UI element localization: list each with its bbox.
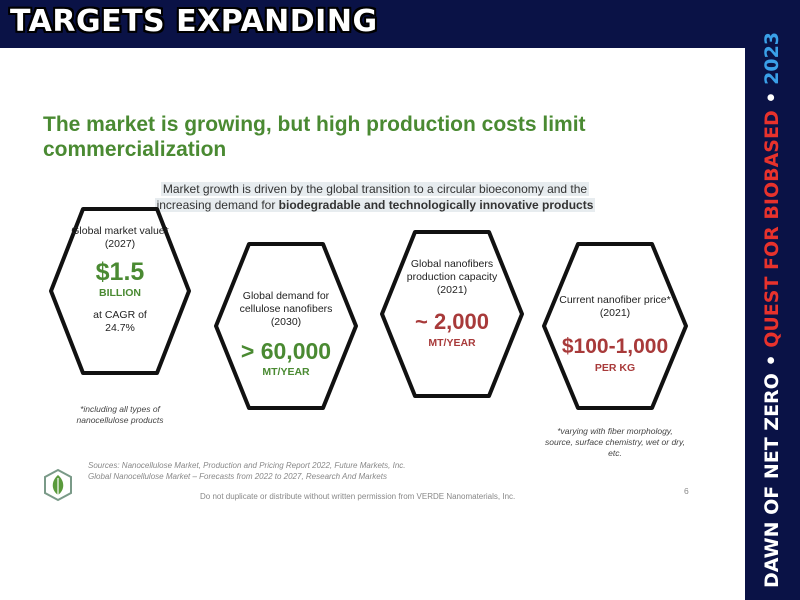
hex1-extra-2: 24.7%: [105, 322, 135, 334]
hex2-value: > 60,000: [240, 338, 332, 364]
hex4-label-2: (2021): [599, 307, 631, 319]
hex2-label-3: (2030): [270, 316, 302, 328]
hex1-value: $1.5: [95, 258, 145, 286]
subhead-line-2-bold: biodegradable and technologically innova…: [278, 198, 594, 212]
page-number: 6: [684, 486, 689, 496]
hex3-label-1: Global nanofibers: [410, 258, 494, 270]
sources: Sources: Nanocellulose Market, Productio…: [88, 460, 488, 482]
hexagon-production-capacity: Global nanofibers production capacity (2…: [378, 228, 526, 400]
side-banner: [745, 48, 800, 600]
slide-subheading: Market growth is driven by the global tr…: [145, 181, 605, 213]
note-right-line-2: source, surface chemistry, wet or dry,: [545, 437, 685, 447]
hex3-unit: MT/YEAR: [428, 337, 476, 349]
hexagon-nanofiber-price: Current nanofiber price* (2021) $100-1,0…: [540, 240, 690, 412]
subhead-line-2: increasing demand for: [156, 198, 279, 212]
headline-line-2: commercialization: [43, 138, 227, 161]
note-right-line-1: *varying with fiber morphology,: [557, 426, 673, 436]
headline-line-1: The market is growing, but high producti…: [43, 113, 586, 136]
hex4-label-1: Current nanofiber price*: [559, 294, 671, 306]
note-left: *including all types of nanocellulose pr…: [60, 404, 180, 426]
sources-line-1: Sources: Nanocellulose Market, Productio…: [88, 461, 406, 470]
side-banner-text: DAWN OF NET ZERO • QUEST FOR BIOBASED • …: [752, 32, 792, 588]
hex3-label-2: production capacity: [406, 271, 498, 283]
subhead-line-1: Market growth is driven by the global tr…: [160, 182, 590, 196]
note-right: *varying with fiber morphology, source, …: [540, 426, 690, 459]
side-text-biobased: QUEST FOR BIOBASED: [761, 110, 783, 348]
hex1-label-2: (2027): [104, 238, 136, 250]
side-text-net-zero: DAWN OF NET ZERO: [761, 373, 783, 588]
sources-line-2: Global Nanocellulose Market – Forecasts …: [88, 472, 387, 481]
slide: The market is growing, but high producti…: [0, 48, 745, 600]
hex2-label-1: Global demand for: [242, 290, 330, 302]
hexagon-shape: [49, 207, 191, 375]
verde-logo: [42, 468, 74, 507]
hex4-unit: PER KG: [594, 362, 636, 374]
note-left-line-1: *including all types of: [80, 404, 160, 414]
slide-headline: The market is growing, but high producti…: [43, 112, 683, 162]
hex3-value: ~ 2,000: [414, 309, 489, 334]
note-left-line-2: nanocellulose products: [76, 415, 164, 425]
leaf-hexagon-icon: [44, 468, 72, 502]
hex1-unit: BILLION: [99, 287, 141, 299]
hex2-label-2: cellulose nanofibers: [239, 303, 333, 315]
side-text-separator-2: •: [761, 84, 783, 111]
hex3-label-3: (2021): [436, 284, 468, 296]
banner-title: TARGETS EXPANDING: [10, 4, 378, 39]
hexagon-shape: [380, 230, 524, 398]
hexagon-market-value: Global market value* (2027) $1.5 BILLION…: [47, 205, 193, 377]
hex2-unit: MT/YEAR: [262, 366, 310, 378]
hexagon-global-demand: Global demand for cellulose nanofibers (…: [212, 240, 360, 412]
hexagon-shape: [542, 242, 688, 410]
hex1-extra-1: at CAGR of: [93, 309, 147, 321]
top-banner: TARGETS EXPANDING: [0, 0, 800, 48]
side-text-separator-1: •: [761, 347, 783, 374]
side-text-year: 2023: [761, 31, 783, 85]
note-right-line-3: etc.: [608, 448, 622, 458]
hexagon-shape: [214, 242, 358, 410]
hex1-label-1: Global market value*: [71, 225, 169, 237]
disclaimer: Do not duplicate or distribute without w…: [200, 492, 516, 501]
hex4-value: $100-1,000: [561, 335, 669, 358]
